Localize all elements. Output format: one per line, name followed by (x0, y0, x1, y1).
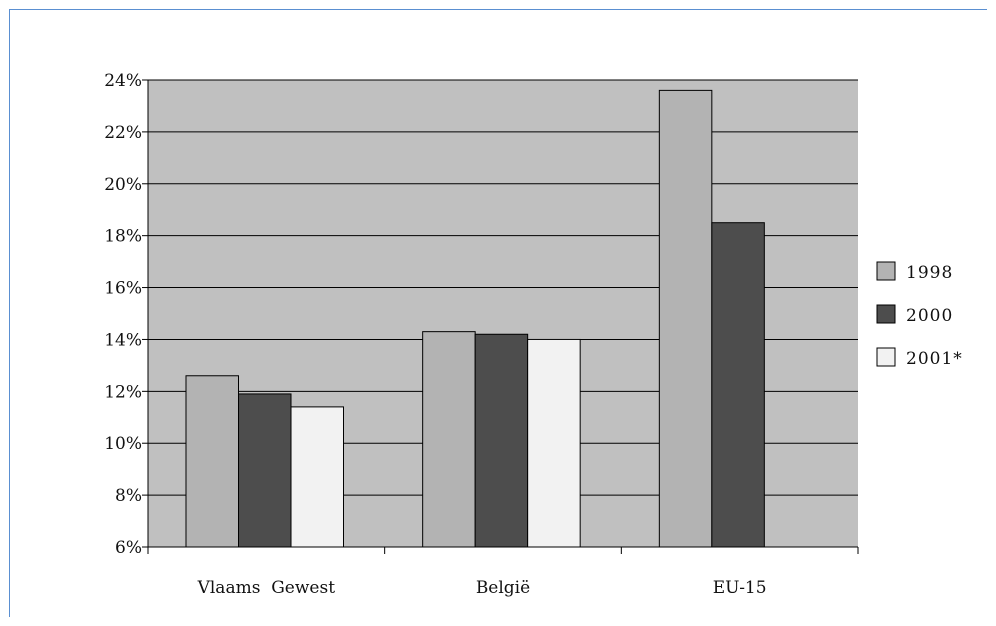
bar-2000-0 (238, 393, 292, 548)
y-tick-label-10: 10% (104, 434, 142, 454)
y-tick-label-22: 22% (104, 123, 142, 143)
bar-1998-1 (422, 331, 476, 548)
legend-swatch-2000 (876, 304, 896, 324)
bar-2000-2 (711, 222, 765, 548)
legend-swatch-2001 (876, 347, 896, 367)
legend-swatch-1998 (876, 261, 896, 281)
bar-2001-1 (527, 338, 581, 548)
bar-1998-2 (658, 89, 713, 548)
legend-label-2001: 2001* (906, 349, 963, 369)
x-category-label-2: EU-15 (713, 578, 767, 598)
y-tick-label-18: 18% (104, 227, 142, 247)
y-tick-label-24: 24% (104, 71, 142, 91)
y-tick-label-8: 8% (115, 486, 142, 506)
chart-frame (9, 9, 987, 617)
y-tick-label-14: 14% (104, 330, 142, 350)
y-tick-label-16: 16% (104, 279, 142, 299)
legend-label-2000: 2000 (906, 306, 953, 326)
x-category-label-0: Vlaams Gewest (197, 578, 336, 598)
bar-2001-0 (290, 406, 344, 548)
y-tick-label-6: 6% (115, 538, 142, 558)
x-category-label-1: België (476, 578, 530, 598)
bar-2000-1 (474, 333, 529, 548)
legend-label-1998: 1998 (906, 263, 953, 283)
bar-1998-0 (185, 375, 239, 548)
y-tick-label-20: 20% (104, 175, 142, 195)
y-tick-label-12: 12% (104, 382, 142, 402)
